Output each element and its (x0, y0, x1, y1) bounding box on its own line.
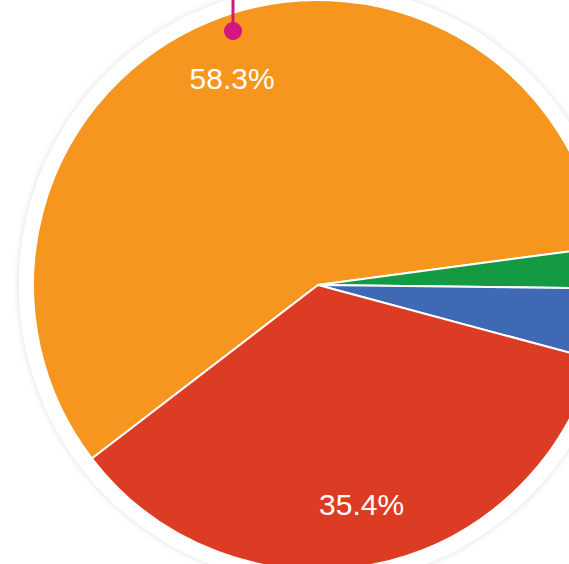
svg-text:35.4%: 35.4% (319, 488, 404, 521)
svg-text:58.3%: 58.3% (190, 62, 275, 95)
